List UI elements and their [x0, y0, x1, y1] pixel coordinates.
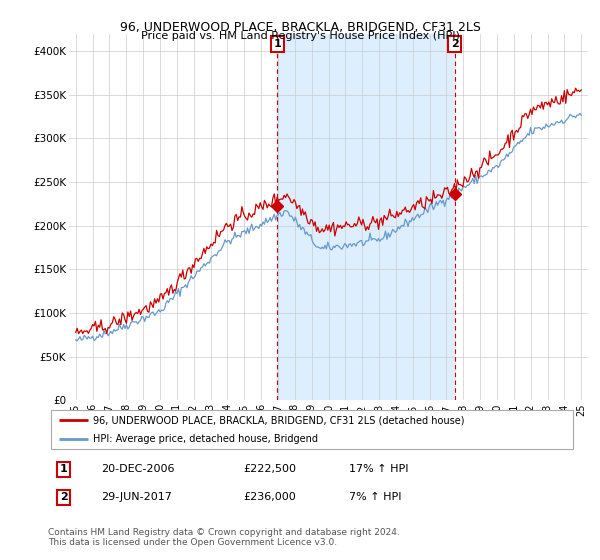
- Text: Contains HM Land Registry data © Crown copyright and database right 2024.
This d: Contains HM Land Registry data © Crown c…: [48, 528, 400, 547]
- Text: Price paid vs. HM Land Registry's House Price Index (HPI): Price paid vs. HM Land Registry's House …: [140, 31, 460, 41]
- Text: 1: 1: [274, 39, 281, 49]
- Text: £222,500: £222,500: [244, 464, 296, 474]
- FancyBboxPatch shape: [50, 410, 574, 449]
- Text: 29-JUN-2017: 29-JUN-2017: [101, 492, 172, 502]
- Text: 20-DEC-2006: 20-DEC-2006: [101, 464, 175, 474]
- Bar: [277, 34, 455, 400]
- Text: 96, UNDERWOOD PLACE, BRACKLA, BRIDGEND, CF31 2LS: 96, UNDERWOOD PLACE, BRACKLA, BRIDGEND, …: [119, 21, 481, 34]
- Text: 2: 2: [451, 39, 458, 49]
- Text: 17% ↑ HPI: 17% ↑ HPI: [349, 464, 409, 474]
- Text: £236,000: £236,000: [244, 492, 296, 502]
- Text: HPI: Average price, detached house, Bridgend: HPI: Average price, detached house, Brid…: [93, 435, 318, 445]
- Text: 1: 1: [60, 464, 68, 474]
- Text: 96, UNDERWOOD PLACE, BRACKLA, BRIDGEND, CF31 2LS (detached house): 96, UNDERWOOD PLACE, BRACKLA, BRIDGEND, …: [93, 415, 464, 425]
- Text: 2: 2: [60, 492, 68, 502]
- Text: 7% ↑ HPI: 7% ↑ HPI: [349, 492, 401, 502]
